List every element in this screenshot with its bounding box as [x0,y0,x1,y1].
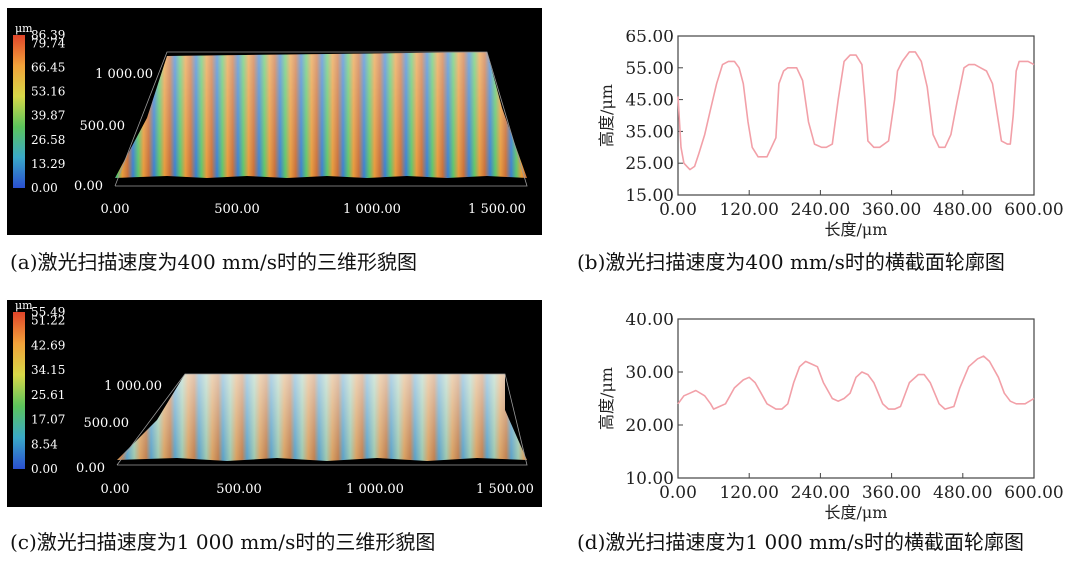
colorbar-tick-label: 66.45 [31,61,65,75]
x-axis-tick-label: 0.00 [101,482,130,497]
axis-frame [116,373,528,466]
y-axis-tick-label: 500.00 [80,119,126,134]
x-tick-label: 240.00 [791,200,850,220]
colorbar-tick-label: 25.61 [31,388,65,402]
profile-chart-b: 15.00 25.00 35.00 45.00 55.00 65.00 0.00 120.00… [597,27,1064,239]
colorbar-tick-label: 86.39 [31,28,65,42]
y-axis-tick-label: 0.00 [76,461,105,476]
caption-a: (a)激光扫描速度为400 mm/s时的三维形貌图 [10,250,417,274]
panel-d-profile-chart: 10.00 20.00 30.00 40.00 0.00 120.00 240.00 360.… [580,310,1070,525]
colorbar [13,35,25,188]
y-axis-tick-label: 500.00 [84,416,130,431]
x-tick-label: 360.00 [862,200,921,220]
surface-shading [115,52,527,178]
y-axis-tick-label: 0.00 [74,179,103,194]
colorbar-tick-label: 53.16 [31,85,65,99]
profile-chart-d: 10.00 20.00 30.00 40.00 0.00 120.00 240.00 360.… [597,310,1064,522]
x-axis-label: 长度/μm [825,220,888,239]
colorbar-tick-label: 79.74 [31,36,66,50]
colorbar-tick-label: 0.00 [31,181,58,195]
colorbar-tick-label: 8.54 [31,437,58,451]
colorbar-tick-label: 26.58 [31,133,65,147]
axis-frame [114,51,528,187]
panel-c-3d-surface: μm 55.49 51.22 42.69 34.15 25.61 17.07 8.54 0.00… [7,299,542,507]
caption-d: (d)激光扫描速度为1 000 mm/s时的横截面轮廓图 [577,530,1024,554]
y-tick-label: 30.00 [625,363,674,383]
y-tick-label: 45.00 [625,91,674,111]
x-axis-tick-label: 1 000.00 [343,202,401,217]
y-tick-label: 65.00 [625,30,674,47]
y-tick-label: 55.00 [625,59,674,79]
x-tick-label: 360.00 [862,483,921,503]
x-tick-label: 240.00 [791,483,850,503]
x-tick-label: 0.00 [659,483,697,503]
x-axis-label: 长度/μm [825,503,888,522]
x-axis-tick-label: 0.00 [101,202,130,217]
colorbar-unit: μm [15,300,33,312]
x-axis-tick-label: 1 500.00 [476,482,534,497]
colorbar-tick-label: 42.69 [31,338,65,352]
colorbar-tick-label: 0.00 [31,462,58,476]
plot-frame [677,318,1035,479]
x-tick-label: 480.00 [933,200,992,220]
x-axis-tick-label: 1 000.00 [346,482,404,497]
colorbar-tick-label: 13.29 [31,157,65,171]
x-axis-tick-label: 500.00 [216,482,262,497]
caption-c: (c)激光扫描速度为1 000 mm/s时的三维形貌图 [10,530,436,554]
colorbar-tick-label: 55.49 [31,305,65,319]
plot-frame [677,35,1035,196]
x-tick-label: 480.00 [933,483,992,503]
y-axis-label: 高度/μm [597,367,616,430]
surface-shading [117,374,527,461]
caption-b: (b)激光扫描速度为400 mm/s时的横截面轮廓图 [577,250,1005,274]
x-axis-tick-label: 1 500.00 [468,202,526,217]
y-tick-label: 25.00 [625,154,674,174]
profile-series-line [677,51,1035,171]
colorbar-tick-label: 51.22 [31,314,65,328]
x-tick-label: 600.00 [1004,200,1063,220]
y-tick-label: 15.00 [625,186,674,206]
colorbar-tick-label: 17.07 [31,413,65,427]
y-tick-label: 20.00 [625,416,674,436]
y-tick-label: 35.00 [625,122,674,142]
colorbar-tick-label: 39.87 [31,109,65,123]
panel-b-profile-chart: 15.00 25.00 35.00 45.00 55.00 65.00 0.00 120.00… [580,27,1070,242]
x-tick-label: 120.00 [719,200,778,220]
y-axis-tick-label: 1 000.00 [95,67,153,82]
x-tick-label: 120.00 [719,483,778,503]
panel-a-3d-surface: μm 86.39 79.74 66.45 53.16 39.87 26.58 13.29 0.0… [7,8,542,235]
profile-series-line [677,355,1035,410]
colorbar-tick-label: 34.15 [31,363,65,377]
x-tick-label: 0.00 [659,200,697,220]
colorbar [13,312,25,469]
colorbar-unit: μm [15,22,33,35]
x-tick-label: 600.00 [1004,483,1063,503]
y-tick-label: 10.00 [625,469,674,489]
y-axis-tick-label: 1 000.00 [104,379,162,394]
y-tick-label: 40.00 [625,313,674,330]
y-axis-label: 高度/μm [597,84,616,147]
x-axis-tick-label: 500.00 [214,202,260,217]
